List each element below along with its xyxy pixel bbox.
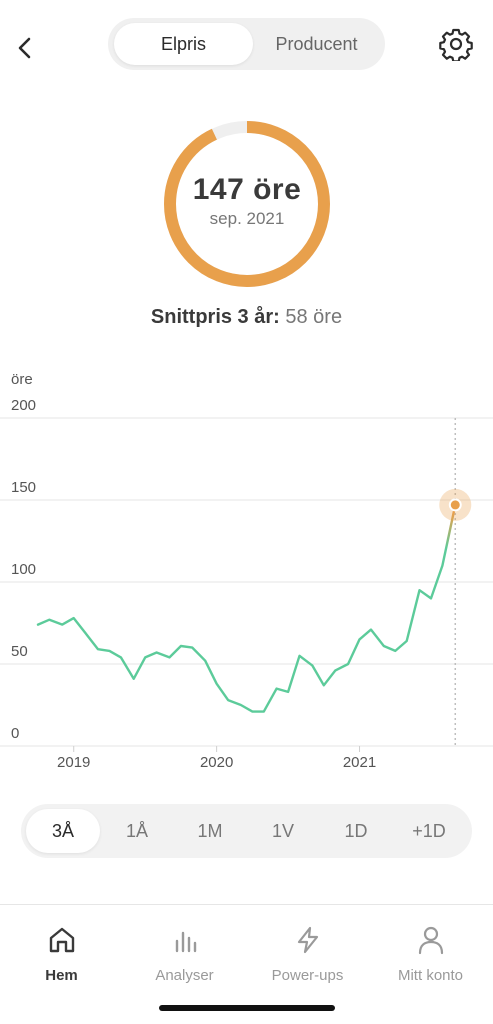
tab-account[interactable]: Mitt konto bbox=[369, 923, 492, 984]
segment-elpris[interactable]: Elpris bbox=[114, 23, 253, 65]
gauge-fill bbox=[164, 121, 330, 287]
price-chart-svg: öre 0 50 100 150 200 2019 2020 2021 bbox=[0, 371, 493, 771]
price-type-switch: Elpris Producent bbox=[108, 18, 385, 70]
gear-icon bbox=[439, 28, 473, 61]
average-label: Snittpris 3 år: bbox=[150, 306, 280, 328]
header: Elpris Producent bbox=[0, 0, 493, 90]
tab-home-label: Hem bbox=[45, 967, 78, 984]
tab-account-label: Mitt konto bbox=[397, 967, 464, 984]
tab-power-ups-label: Power-ups bbox=[271, 967, 344, 984]
range-1d[interactable]: 1D bbox=[344, 820, 368, 841]
y-axis-unit-label: öre bbox=[11, 371, 33, 388]
range-1m[interactable]: 1M bbox=[197, 820, 223, 841]
chevron-left-icon bbox=[18, 37, 31, 59]
range-3y[interactable]: 3Å bbox=[26, 809, 100, 853]
average-value: 58 öre bbox=[285, 306, 343, 328]
x-tick-2021: 2021 bbox=[343, 754, 376, 771]
price-chart[interactable]: öre 0 50 100 150 200 2019 2020 2021 bbox=[0, 362, 493, 782]
tab-power-ups[interactable]: Power-ups bbox=[246, 923, 369, 984]
y-tick-100: 100 bbox=[11, 561, 36, 578]
segment-producent[interactable]: Producent bbox=[275, 33, 358, 54]
y-tick-0: 0 bbox=[11, 725, 19, 742]
x-tick-2020: 2020 bbox=[200, 754, 233, 771]
back-button[interactable] bbox=[10, 30, 40, 66]
range-plus-1d[interactable]: +1D bbox=[412, 820, 446, 841]
price-gauge: 147 öre sep. 2021 bbox=[162, 119, 332, 289]
y-tick-200: 200 bbox=[11, 397, 36, 414]
x-tick-2019: 2019 bbox=[57, 754, 90, 771]
tab-analyser[interactable]: Analyser bbox=[123, 923, 246, 984]
gauge-center: 147 öre sep. 2021 bbox=[162, 119, 332, 289]
price-series-line bbox=[36, 503, 457, 713]
bar-chart-icon bbox=[168, 923, 202, 957]
range-1y[interactable]: 1Å bbox=[125, 820, 149, 841]
home-indicator bbox=[159, 1005, 335, 1011]
tab-analyser-label: Analyser bbox=[155, 967, 214, 984]
y-tick-150: 150 bbox=[11, 479, 36, 496]
bottom-tab-bar: Hem Analyser Power-ups Mitt konto bbox=[0, 904, 493, 1024]
tab-home[interactable]: Hem bbox=[0, 923, 123, 984]
home-icon bbox=[45, 923, 79, 957]
current-price: 147 öre bbox=[192, 173, 302, 206]
settings-button[interactable] bbox=[436, 24, 476, 64]
current-period: sep. 2021 bbox=[209, 209, 285, 228]
highlight-point bbox=[448, 498, 462, 512]
person-icon bbox=[414, 923, 448, 957]
range-1w[interactable]: 1V bbox=[271, 820, 295, 841]
lightning-icon bbox=[291, 923, 325, 957]
gauge-ring bbox=[164, 121, 330, 287]
range-selector: 3Å 1Å 1M 1V 1D +1D bbox=[21, 804, 472, 858]
average-price: Snittpris 3 år: 58 öre bbox=[0, 306, 493, 329]
y-tick-50: 50 bbox=[11, 643, 28, 660]
